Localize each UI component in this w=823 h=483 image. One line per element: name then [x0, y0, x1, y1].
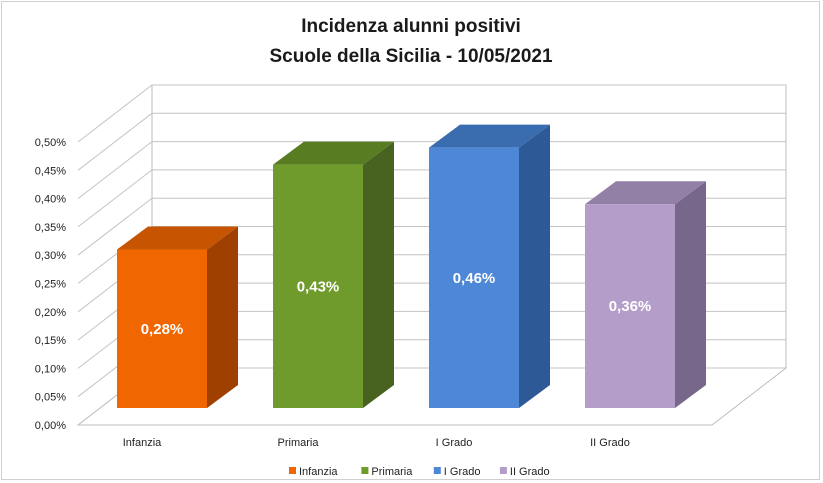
bar-side [519, 124, 550, 408]
bar-front [117, 249, 207, 408]
y-tick-label: 0,30% [35, 250, 66, 262]
y-tick-label: 0,00% [35, 420, 66, 432]
legend-item: II Grado [499, 466, 550, 478]
y-tick-label: 0,35% [35, 222, 66, 234]
bar-infanzia: 0,28% [117, 226, 238, 408]
gridline [77, 226, 786, 284]
legend-swatch [499, 467, 507, 474]
data-label: 0,36% [609, 298, 652, 315]
gridline [77, 84, 786, 143]
legend-label: II Grado [510, 466, 550, 478]
y-tick-label: 0,50% [35, 137, 66, 149]
bar-top [429, 124, 550, 148]
legend-label: Primaria [371, 466, 413, 478]
bar-ii-grado: 0,36% [585, 181, 706, 408]
bar-side [675, 181, 706, 408]
bar-side [207, 226, 238, 408]
legend-label: I Grado [444, 466, 481, 478]
y-axis-ticks: 0,00% 0,05% 0,10% 0,15% 0,20% 0,25% 0,30% 0,35%… [35, 137, 66, 432]
y-tick-label: 0,25% [35, 279, 66, 291]
category-label: II Grado [590, 437, 630, 449]
data-label: 0,43% [297, 278, 340, 295]
legend-swatch [361, 467, 369, 474]
bar-top [585, 181, 706, 205]
legend-item: I Grado [433, 466, 481, 478]
bar-front [585, 204, 675, 408]
chart-title: Incidenza alunni positivi [301, 16, 521, 37]
bar-front [273, 164, 363, 408]
legend-item: Infanzia [289, 466, 338, 478]
bar-i-grado: 0,46% [429, 124, 550, 408]
legend-swatch [433, 467, 441, 474]
legend: Infanzia Primaria I Grado II Grado [289, 466, 550, 478]
chart-subtitle: Scuole della Sicilia - 10/05/2021 [269, 46, 552, 67]
y-tick-label: 0,45% [35, 165, 66, 177]
category-label: I Grado [436, 437, 473, 449]
category-label: Infanzia [123, 437, 162, 449]
gridline [77, 197, 786, 256]
gridline [77, 169, 786, 228]
category-label: Primaria [278, 437, 320, 449]
category-labels: Infanzia Primaria I Grado II Grado [123, 437, 630, 449]
bar-top [117, 226, 238, 250]
data-label: 0,46% [453, 270, 496, 287]
y-tick-label: 0,10% [35, 363, 66, 375]
legend-label: Infanzia [299, 466, 338, 478]
y-tick-label: 0,40% [35, 194, 66, 206]
y-tick-label: 0,20% [35, 307, 66, 319]
bar-side [363, 141, 394, 408]
bars: 0,28% 0,43% 0,46% 0,36% [117, 124, 706, 408]
bar-front [429, 147, 519, 408]
bar-top [273, 141, 394, 165]
gridline [77, 141, 786, 199]
bar-primaria: 0,43% [273, 141, 394, 408]
data-label: 0,28% [141, 321, 184, 338]
legend-swatch [289, 467, 296, 474]
gridline [77, 112, 786, 171]
y-tick-label: 0,15% [35, 335, 66, 347]
y-tick-label: 0,05% [35, 392, 66, 404]
legend-item: Primaria [361, 466, 413, 478]
